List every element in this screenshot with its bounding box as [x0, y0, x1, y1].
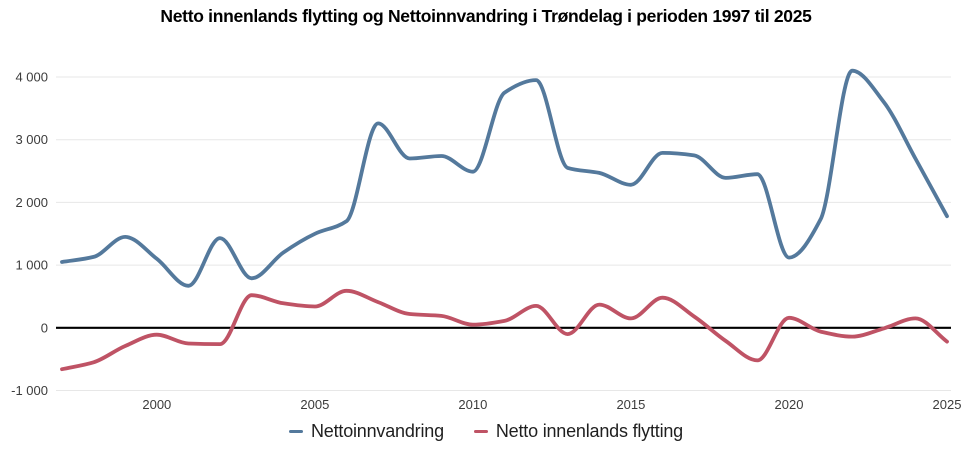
legend-item-nettoinnvandring[interactable]: Nettoinnvandring [288, 421, 444, 442]
y-tick-label: 0 [41, 320, 48, 335]
y-tick-label: -1 000 [11, 383, 48, 398]
x-tick-label: 2005 [300, 397, 329, 412]
x-tick-label: 2020 [775, 397, 804, 412]
series-line-netto-innenlands-flytting [60, 288, 949, 372]
chart-title: Netto innenlands flytting og Nettoinnvan… [160, 6, 812, 26]
y-tick-label: 4 000 [15, 70, 48, 85]
legend-marker-netto-innenlands-flytting [473, 429, 488, 434]
x-tick-label: 2000 [142, 397, 171, 412]
series-line-nettoinnvandring [60, 68, 949, 288]
y-tick-label: 1 000 [15, 258, 48, 273]
legend-marker-nettoinnvandring [288, 429, 303, 434]
legend-item-netto-innenlands-flytting[interactable]: Netto innenlands flytting [473, 421, 683, 442]
legend-label-nettoinnvandring: Nettoinnvandring [310, 421, 444, 441]
x-tick-label: 2015 [616, 397, 645, 412]
x-tick-label: 2010 [458, 397, 487, 412]
chart-legend: Nettoinnvandring Netto innenlands flytti… [0, 421, 972, 442]
legend-label-netto-innenlands-flytting: Netto innenlands flytting [495, 421, 683, 441]
y-tick-label: 3 000 [15, 132, 48, 147]
x-tick-label: 2025 [933, 397, 962, 412]
y-tick-label: 2 000 [15, 195, 48, 210]
